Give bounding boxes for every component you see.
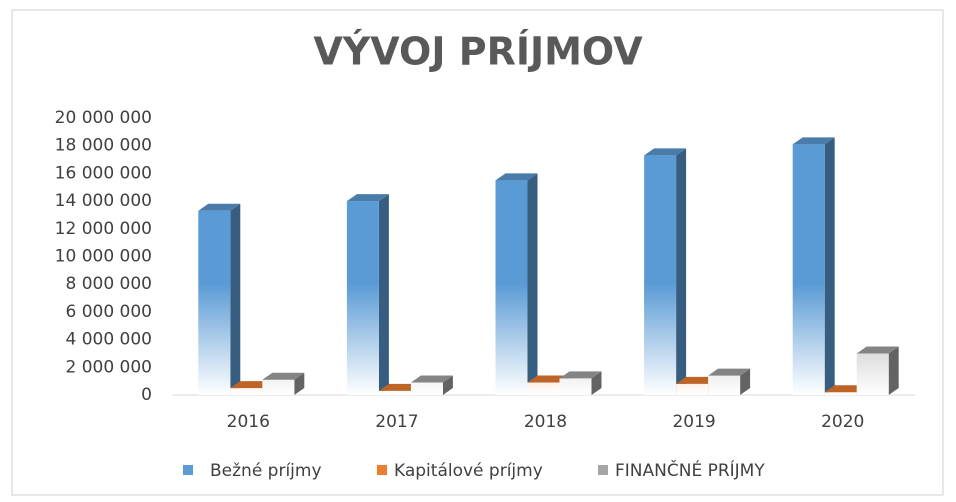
bar-top	[378, 383, 421, 391]
bar-top	[230, 381, 273, 389]
bar-front	[198, 210, 231, 395]
bar-front	[792, 144, 825, 395]
bar-front	[262, 379, 295, 395]
bar-side	[442, 375, 453, 395]
bar-top	[676, 376, 719, 384]
bar-front	[527, 382, 560, 395]
bar-front	[410, 382, 443, 395]
y-tick-label: 12 000 000	[55, 219, 152, 239]
bar-front	[559, 378, 592, 395]
bar-front	[230, 388, 263, 395]
bar-front	[378, 390, 411, 395]
bar-top	[262, 372, 305, 380]
bar-top	[410, 375, 453, 383]
bar-front	[346, 201, 379, 395]
x-tick-label: 2020	[821, 412, 864, 432]
bar-top	[824, 385, 867, 393]
bar-top	[559, 371, 602, 379]
x-tick-label: 2018	[524, 412, 567, 432]
legend-label: FINANČNÉ PRÍJMY	[615, 459, 765, 481]
y-tick-label: 6 000 000	[65, 302, 152, 322]
x-tick-label: 2017	[375, 412, 418, 432]
bar	[346, 194, 389, 395]
y-tick-label: 10 000 000	[55, 247, 152, 267]
y-tick-label: 14 000 000	[55, 191, 152, 211]
x-tick-label: 2016	[227, 412, 270, 432]
bar-top	[495, 173, 538, 181]
bar-side	[230, 203, 241, 395]
bar-front	[708, 375, 741, 395]
bar	[410, 375, 453, 395]
bar	[495, 173, 538, 395]
bar-top	[346, 194, 389, 202]
bar-top	[644, 148, 687, 156]
bar-front	[856, 353, 889, 395]
bar-front	[644, 155, 677, 395]
bar-side	[740, 368, 751, 395]
bar	[559, 371, 602, 395]
x-tick-label: 2019	[672, 412, 715, 432]
bar-top	[198, 203, 241, 211]
legend-label: Kapitálové príjmy	[394, 461, 543, 481]
legend-swatch	[377, 465, 387, 475]
bar-side	[888, 346, 899, 395]
chart-title: VÝVOJ PRÍJMOV	[313, 30, 643, 74]
chart-border	[11, 9, 944, 496]
bar-side	[591, 371, 602, 395]
bar-top	[792, 137, 835, 145]
legend-swatch	[598, 465, 608, 475]
bar-side	[527, 173, 538, 395]
bar-side	[294, 372, 305, 395]
bar-side	[676, 148, 687, 395]
bar-top	[708, 368, 751, 376]
y-tick-label: 20 000 000	[55, 108, 152, 128]
y-tick-label: 0	[141, 385, 152, 405]
bar-side	[824, 137, 835, 395]
legend-label: Bežné príjmy	[210, 461, 322, 481]
bar	[644, 148, 687, 395]
y-tick-label: 8 000 000	[65, 274, 152, 294]
bar-front	[495, 180, 528, 395]
bar	[708, 368, 751, 395]
bar	[856, 346, 899, 395]
bar-side	[378, 194, 389, 395]
y-tick-label: 16 000 000	[55, 163, 152, 183]
bar	[198, 203, 241, 395]
y-tick-label: 18 000 000	[55, 136, 152, 156]
bar-front	[824, 392, 857, 395]
y-tick-label: 2 000 000	[65, 357, 152, 377]
y-tick-label: 4 000 000	[65, 330, 152, 350]
bar-top	[527, 375, 570, 383]
bar	[262, 372, 305, 395]
bar-top	[856, 346, 899, 354]
bar-front	[676, 383, 709, 395]
legend-swatch	[183, 465, 193, 475]
bar	[792, 137, 835, 395]
